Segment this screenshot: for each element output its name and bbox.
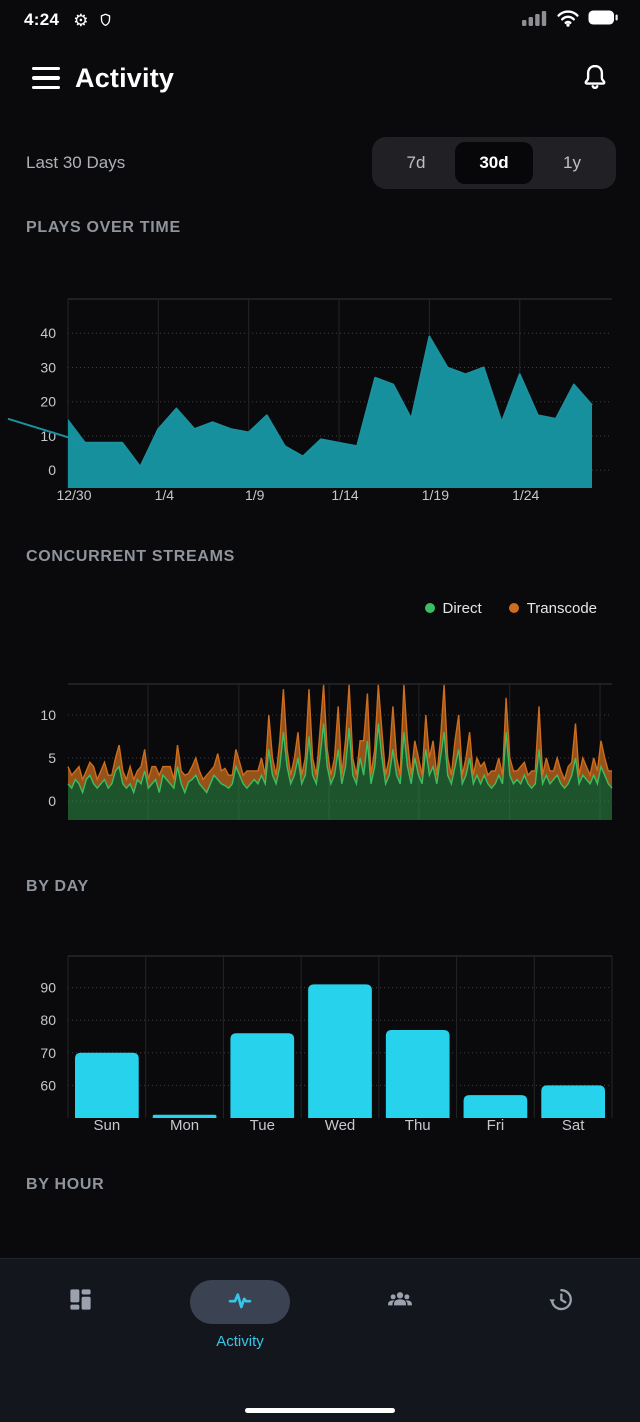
time-range-label: Last 30 Days [26,153,126,172]
section-title-concurrent-streams: CONCURRENT STREAMS [26,548,236,565]
activity-pulse-icon [226,1286,254,1319]
nav-item-history[interactable] [480,1259,640,1422]
status-time: 4:24 [24,10,60,29]
range-option-7d[interactable]: 7d [406,153,426,172]
notifications-bell-icon[interactable] [580,61,610,95]
history-clock-icon [546,1285,575,1319]
svg-text:10: 10 [40,707,56,723]
section-title-by-day: BY DAY [26,878,89,895]
section-title-by-hour: BY HOUR [26,1176,105,1193]
app-bar: Activity [0,54,640,102]
svg-text:80: 80 [40,1012,56,1028]
range-option-1y[interactable]: 1y [563,153,581,172]
svg-text:Sat: Sat [562,1117,585,1134]
by-day-chart: 60 70 80 90 Sun Mon Tue Wed Thu Fri Sat [0,946,640,1134]
svg-text:Wed: Wed [325,1117,356,1134]
section-title-plays-over-time: PLAYS OVER TIME [26,219,181,236]
svg-text:90: 90 [40,980,56,996]
nav-activity-label: Activity [216,1333,264,1350]
time-range-row: Last 30 Days 7d 30d 1y [0,137,640,189]
legend-transcode-label: Transcode [526,599,597,617]
legend-item-transcode: Transcode [508,599,597,617]
svg-text:0: 0 [48,462,56,478]
svg-text:Tue: Tue [250,1117,275,1134]
legend-direct-label: Direct [442,599,482,617]
range-option-30d[interactable]: 30d [455,142,533,184]
svg-text:1/4: 1/4 [155,487,175,503]
battery-icon [588,10,618,30]
menu-icon[interactable] [32,66,60,90]
nav-item-users[interactable] [320,1259,480,1422]
bottom-nav-bar: Activity [0,1258,640,1422]
home-indicator-handle[interactable] [245,1408,395,1413]
plays-over-time-chart: 0 10 20 30 40 12/30 1/4 1/9 1/14 1/19 1/24 [0,285,640,503]
nav-item-dashboard[interactable] [0,1259,160,1422]
active-nav-pill [190,1280,290,1324]
legend-item-direct: Direct [424,599,482,617]
svg-text:Thu: Thu [405,1117,431,1134]
svg-text:Fri: Fri [487,1117,505,1134]
svg-text:70: 70 [40,1045,56,1061]
svg-text:30: 30 [40,359,56,375]
svg-text:60: 60 [40,1077,56,1093]
svg-text:0: 0 [48,793,56,809]
streams-legend: Direct Transcode [0,598,640,618]
transcode-legend-dot-icon [508,603,519,613]
svg-text:1/9: 1/9 [245,487,265,503]
status-bar: 4:24 ⚙ [0,0,640,34]
svg-text:20: 20 [40,394,56,410]
dashboard-grid-icon [67,1286,94,1318]
svg-text:40: 40 [40,325,56,341]
nav-item-activity[interactable]: Activity [160,1259,320,1422]
wifi-icon [556,9,580,32]
svg-text:12/30: 12/30 [56,487,91,503]
direct-legend-dot-icon [424,603,435,613]
cellular-signal-icon [521,9,548,32]
time-range-segmented-control: 7d 30d 1y [372,137,616,189]
svg-text:1/19: 1/19 [422,487,449,503]
gear-icon: ⚙ [73,10,89,30]
users-group-icon [384,1286,416,1319]
svg-text:5: 5 [48,750,56,766]
shield-icon [97,11,114,30]
page-title: Activity [75,62,175,93]
svg-text:1/14: 1/14 [331,487,358,503]
svg-text:Sun: Sun [94,1117,121,1134]
svg-text:Mon: Mon [170,1117,199,1134]
concurrent-streams-chart: 0 5 10 [0,676,640,826]
svg-text:1/24: 1/24 [512,487,539,503]
